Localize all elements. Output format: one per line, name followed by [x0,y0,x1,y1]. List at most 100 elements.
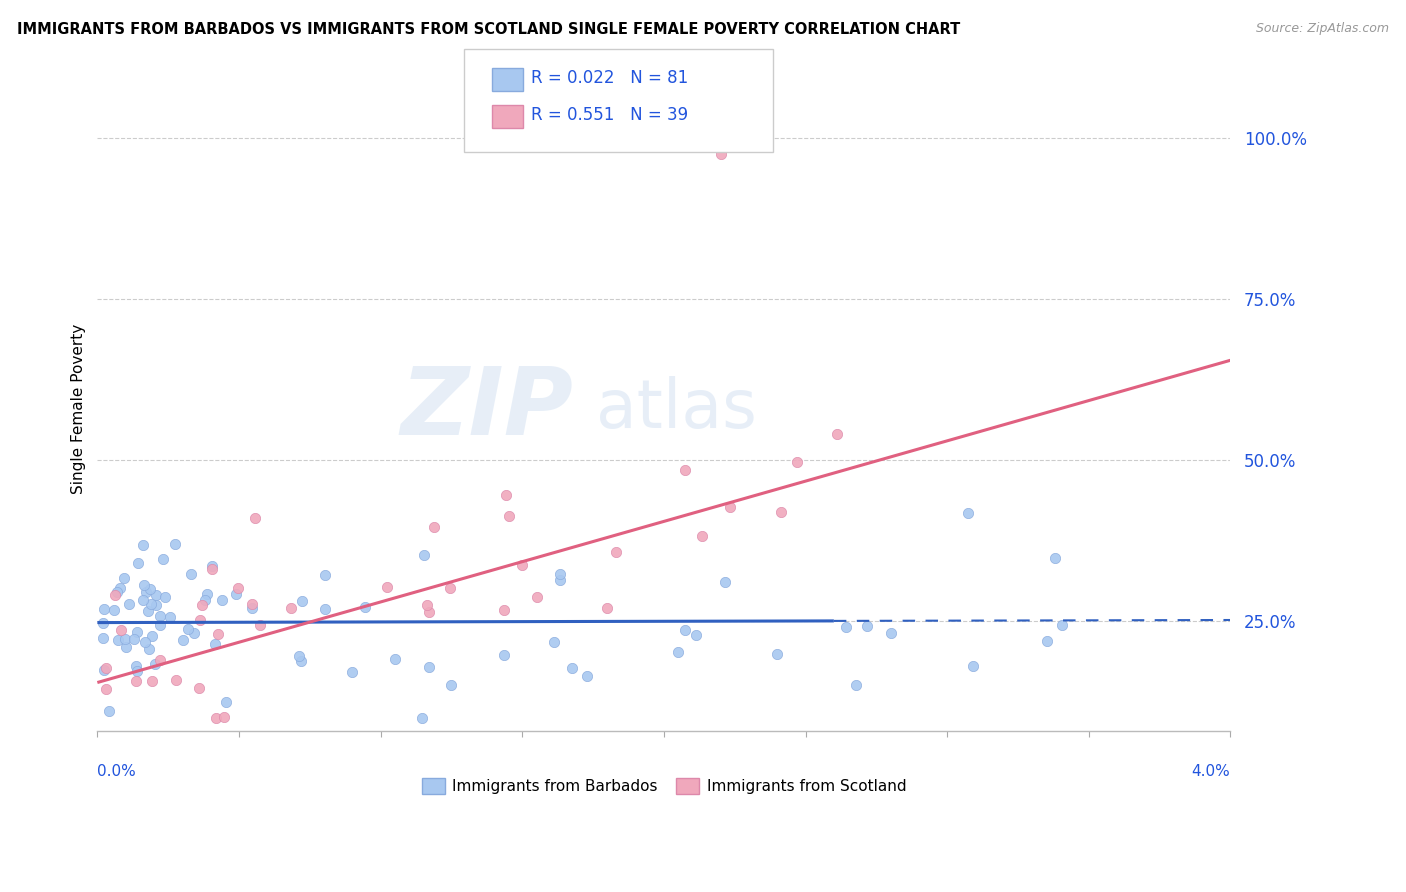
Point [93,601,115,615]
Point [165,673,187,687]
Point [1050,618,1073,632]
Point [548,573,571,587]
Point [498,509,520,524]
Point [340,665,363,679]
Point [314,602,336,616]
Point [605,545,627,559]
Point [132,578,155,592]
Y-axis label: Single Female Poverty: Single Female Poverty [72,324,86,494]
Point [149,653,172,667]
Point [543,635,565,649]
Point [212,709,235,723]
Point [94,661,117,675]
Point [411,711,433,725]
Point [149,618,172,632]
Point [211,592,233,607]
Point [131,592,153,607]
Point [141,630,163,644]
Point [215,695,238,709]
Text: R = 0.551   N = 39: R = 0.551 N = 39 [531,106,689,124]
Point [240,597,263,611]
Point [194,592,217,607]
Point [245,511,267,525]
Point [183,626,205,640]
Point [165,537,187,551]
Point [125,674,148,689]
Point [98,704,121,718]
Point [770,505,793,519]
Point [353,599,375,614]
Point [855,619,877,633]
Point [104,588,127,602]
Point [673,624,696,638]
Point [201,562,224,576]
Point [314,568,336,582]
Point [105,584,128,599]
Point [138,641,160,656]
Point [94,682,117,697]
Point [510,558,533,572]
Point [118,597,141,611]
Point [145,588,167,602]
Point [91,631,114,645]
Point [143,657,166,671]
Point [548,567,571,582]
Point [180,566,202,581]
Point [290,654,312,668]
Point [596,601,619,615]
Point [124,632,146,646]
Point [153,590,176,604]
Point [492,648,515,663]
Point [880,626,903,640]
Legend: Immigrants from Barbados, Immigrants from Scotland: Immigrants from Barbados, Immigrants fro… [416,772,912,800]
Point [418,660,440,674]
Point [152,552,174,566]
Point [205,711,228,725]
Text: IMMIGRANTS FROM BARBADOS VS IMMIGRANTS FROM SCOTLAND SINGLE FEMALE POVERTY CORRE: IMMIGRANTS FROM BARBADOS VS IMMIGRANTS F… [17,22,960,37]
Point [159,610,181,624]
Point [375,580,398,594]
Point [240,600,263,615]
Text: ZIP: ZIP [401,363,574,455]
Text: 0.0%: 0.0% [97,764,136,779]
Point [718,500,741,514]
Point [492,603,515,617]
Point [384,652,406,666]
Point [132,538,155,552]
Point [108,581,131,595]
Point [962,659,984,673]
Point [526,590,548,604]
Point [114,632,136,646]
Point [138,604,160,618]
Point [1036,634,1059,648]
Point [195,587,218,601]
Point [827,427,849,442]
Point [225,587,247,601]
Text: Source: ZipAtlas.com: Source: ZipAtlas.com [1256,22,1389,36]
Point [141,674,163,689]
Point [1043,551,1066,566]
Point [149,609,172,624]
Point [956,506,979,520]
Point [125,665,148,679]
Text: atlas: atlas [596,376,756,442]
Point [139,597,162,611]
Point [177,622,200,636]
Point [786,455,808,469]
Point [690,529,713,543]
Point [135,585,157,599]
Point [439,581,461,595]
Point [766,647,789,661]
Point [291,593,314,607]
Point [413,548,436,562]
Point [575,669,598,683]
Point [204,637,226,651]
Point [207,627,229,641]
Point [561,661,583,675]
Point [666,645,689,659]
Point [845,677,868,691]
Point [280,600,302,615]
Point [287,649,309,664]
Point [172,633,194,648]
Point [91,616,114,631]
